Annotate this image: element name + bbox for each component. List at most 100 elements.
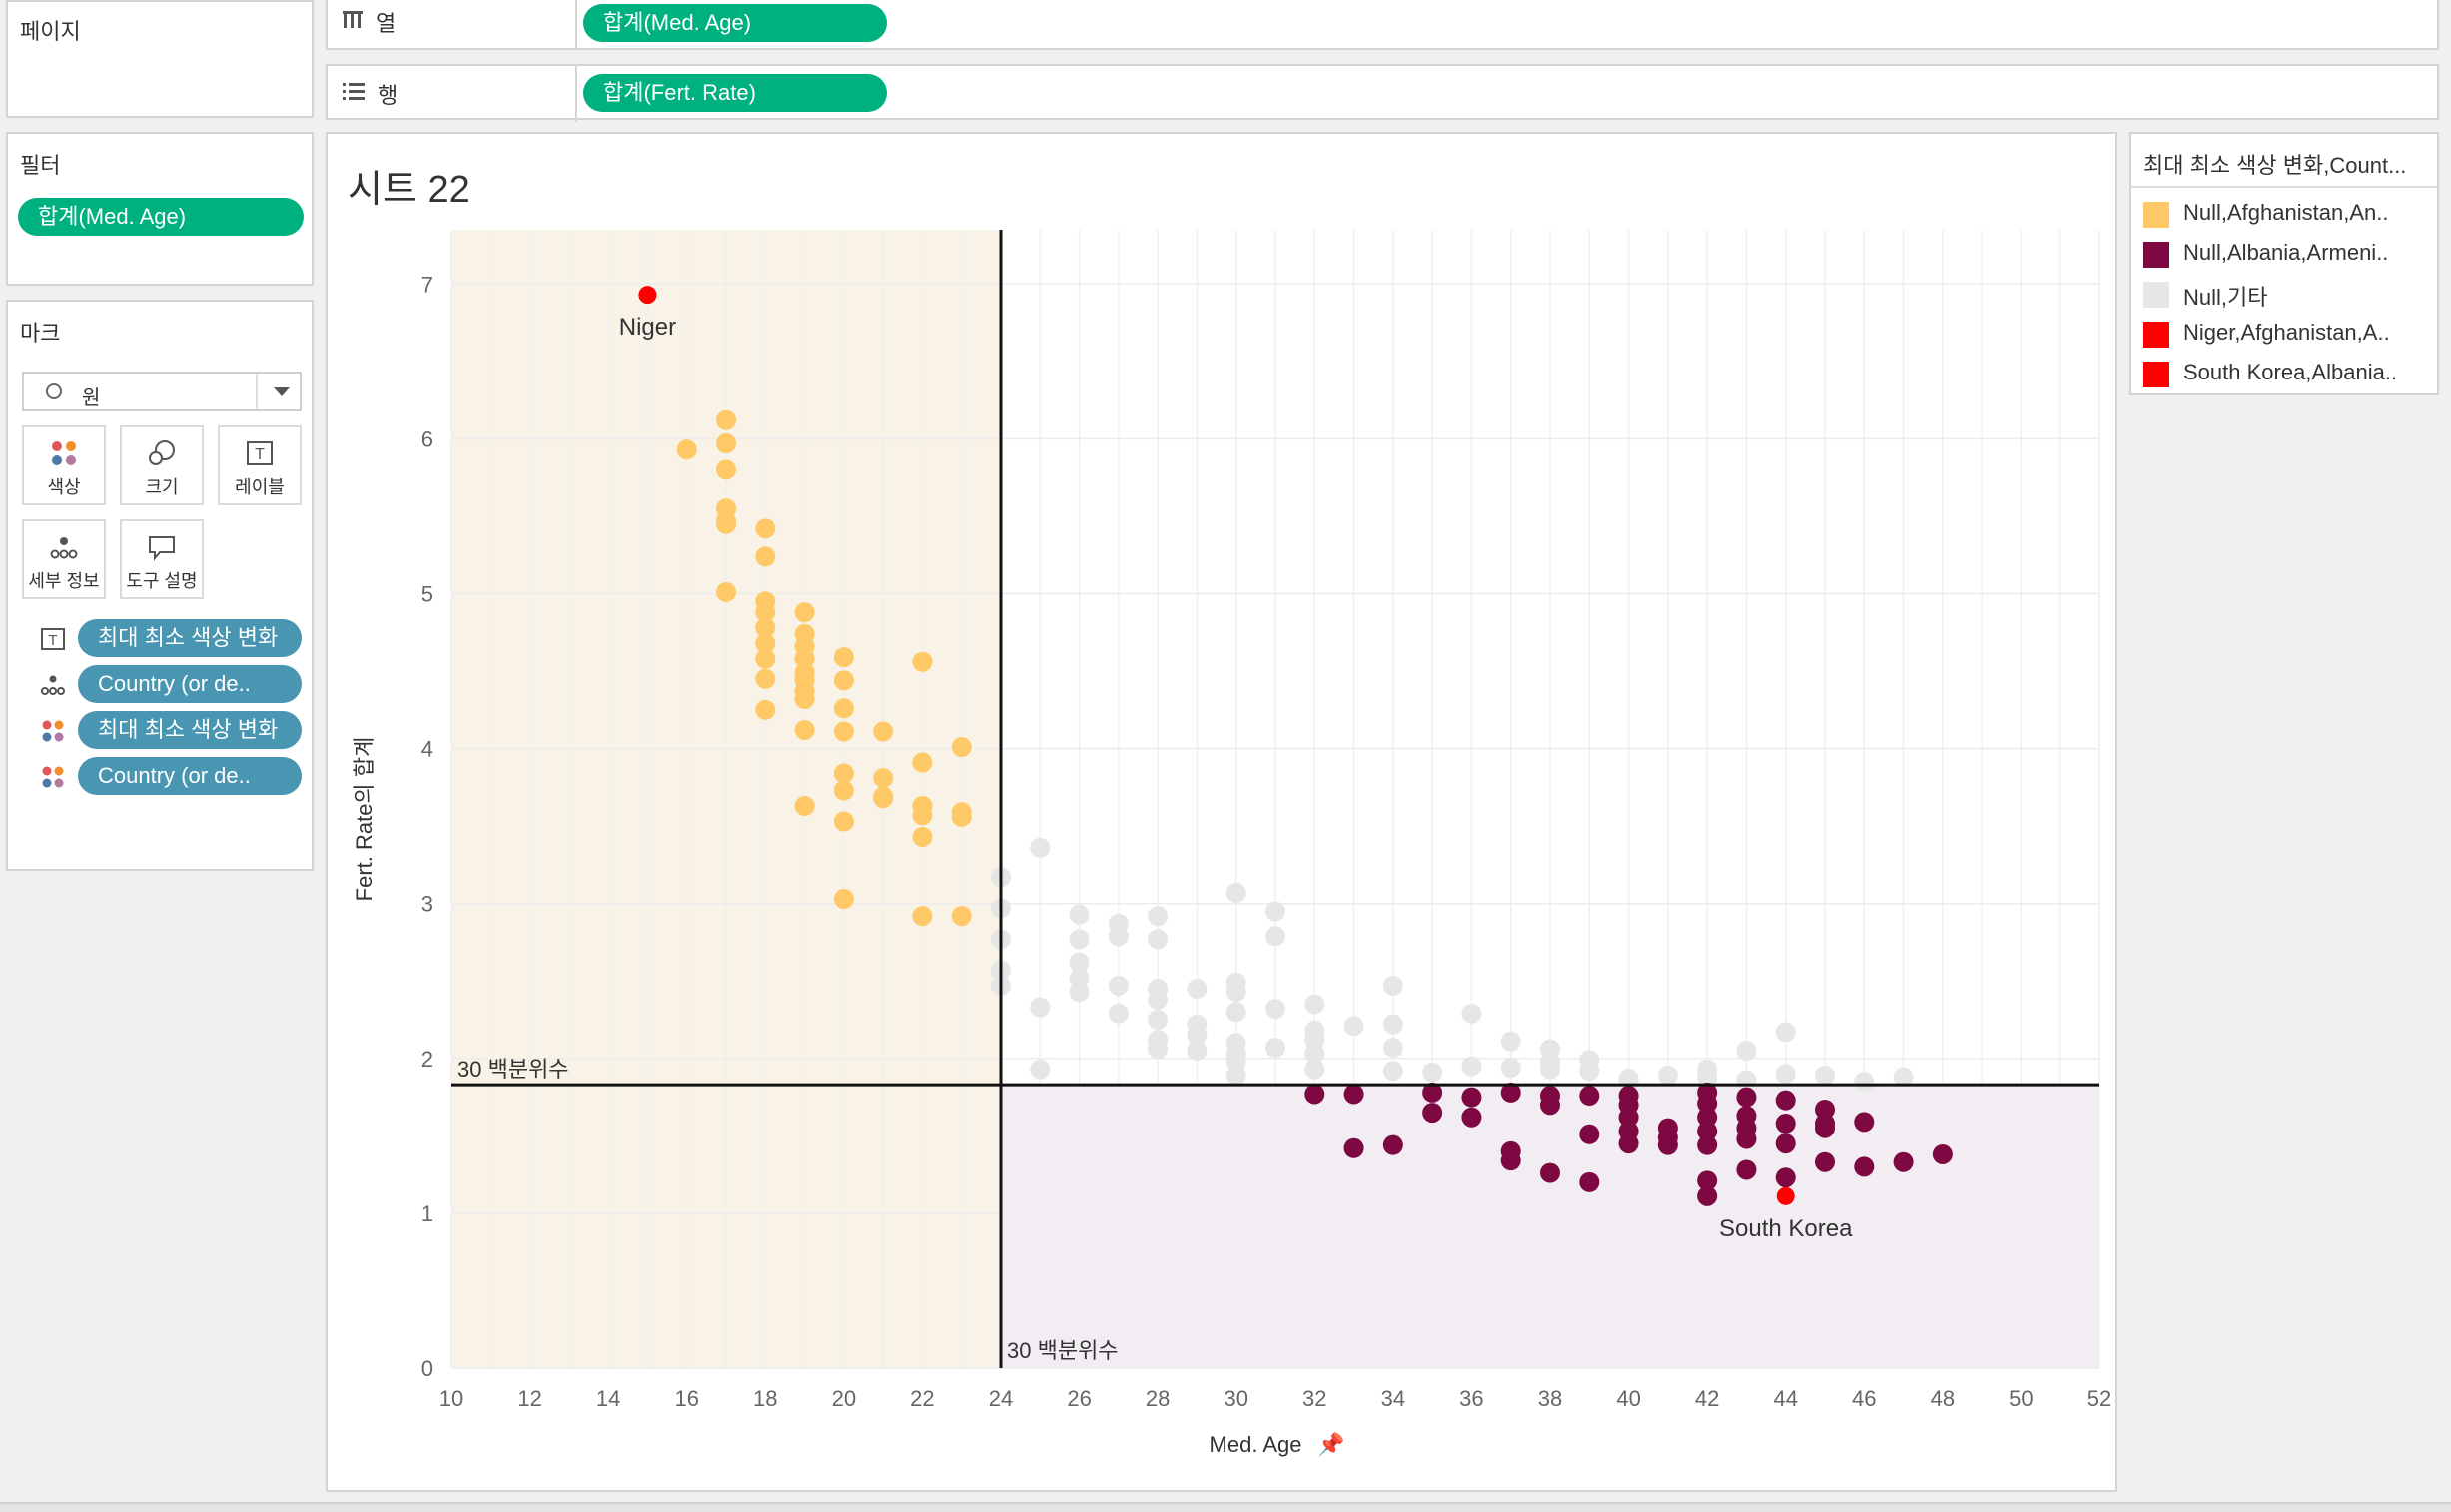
columns-pill[interactable]: 합계(Med. Age) (583, 4, 887, 42)
data-point (1382, 1061, 1403, 1082)
x-tick-label: 26 (1067, 1386, 1091, 1411)
data-point (1343, 1137, 1364, 1158)
data-point (716, 513, 736, 534)
detail-button[interactable]: 세부 정보 (22, 519, 106, 599)
color-button[interactable]: 색상 (22, 425, 106, 505)
x-tick-label: 28 (1146, 1386, 1170, 1411)
x-tick-label: 40 (1616, 1386, 1640, 1411)
columns-shelf[interactable]: 열 합계(Med. Age) (326, 0, 2439, 50)
mark-field-row[interactable]: 최대 최소 색상 변화 (30, 711, 310, 751)
data-point (1069, 929, 1090, 950)
data-point (1815, 1099, 1835, 1120)
pages-panel[interactable]: 페이지 (6, 0, 314, 118)
data-point (1187, 1041, 1208, 1062)
data-point (1618, 1134, 1639, 1154)
data-point (912, 651, 933, 672)
size-button[interactable]: 크기 (120, 425, 204, 505)
data-point (1815, 1151, 1835, 1172)
data-point (716, 459, 736, 480)
x-tick-label: 10 (439, 1386, 463, 1411)
mark-field-row[interactable]: Country (or de.. (30, 665, 310, 705)
filter-pill[interactable]: 합계(Med. Age) (18, 198, 304, 236)
data-point (1893, 1151, 1914, 1172)
data-point (1697, 1107, 1718, 1128)
data-point (1382, 1037, 1403, 1058)
legend-item[interactable]: Null,Afghanistan,An.. (2143, 196, 2433, 232)
data-point (1697, 1134, 1718, 1155)
data-point (1343, 1016, 1364, 1037)
mark-field-row[interactable]: T 최대 최소 색상 변화 (30, 619, 310, 659)
size-icon (122, 439, 202, 467)
mark-type-dropdown[interactable]: 원 (22, 372, 302, 411)
legend-item[interactable]: South Korea,Albania.. (2143, 356, 2433, 391)
data-point (755, 617, 776, 638)
data-point (1265, 901, 1285, 922)
data-point (1382, 975, 1403, 996)
x-tick-label: 34 (1381, 1386, 1405, 1411)
mark-field-pill[interactable]: Country (or de.. (78, 665, 302, 703)
data-point (1775, 1167, 1796, 1188)
legend-item[interactable]: Null,기타 (2143, 276, 2433, 312)
y-tick-label: 4 (421, 737, 433, 762)
data-point (755, 546, 776, 567)
data-point (1226, 1002, 1246, 1023)
data-point (1540, 1162, 1560, 1183)
rows-shelf[interactable]: 행 합계(Fert. Rate) (326, 64, 2439, 122)
data-point (1187, 1025, 1208, 1046)
data-point (833, 721, 854, 742)
data-point (1815, 1118, 1835, 1138)
sheet-title: 시트 22 (348, 169, 470, 211)
x-tick-label: 18 (753, 1386, 777, 1411)
mark-type-label: 원 (82, 387, 101, 409)
y-axis-title: Fert. Rate의 합계 (352, 737, 377, 902)
data-point (1148, 929, 1169, 950)
marks-title: 마크 (20, 321, 61, 346)
y-tick-label: 0 (421, 1356, 433, 1381)
data-point (1304, 1030, 1325, 1051)
data-point (912, 827, 933, 847)
data-point (716, 581, 736, 602)
mark-field-pill[interactable]: Country (or de.. (78, 757, 302, 795)
color-icon (40, 765, 66, 789)
mark-field-row[interactable]: Country (or de.. (30, 757, 310, 797)
legend-panel[interactable]: 최대 최소 색상 변화,Count... Null,Afghanistan,An… (2129, 132, 2439, 395)
data-point (794, 795, 815, 816)
data-point (1776, 1186, 1795, 1205)
point-label: Niger (619, 314, 676, 341)
data-point (1657, 1134, 1678, 1155)
data-point (1422, 1082, 1443, 1103)
legend-swatch (2143, 282, 2169, 308)
data-point (1775, 1090, 1796, 1111)
mark-field-pill[interactable]: 최대 최소 색상 변화 (78, 711, 302, 749)
rows-shelf-label: 행 (342, 78, 398, 110)
data-point (1736, 1129, 1757, 1149)
label-button[interactable]: T 레이블 (218, 425, 302, 505)
legend-item[interactable]: Null,Albania,Armeni.. (2143, 236, 2433, 272)
x-tick-label: 46 (1852, 1386, 1876, 1411)
data-point (1226, 1051, 1246, 1072)
scatter-chart[interactable]: 10 12 14 16 18 20 22 24 26 28 30 32 34 36 38 40 42 44 46 48… (328, 134, 2115, 1490)
data-point (1304, 1044, 1325, 1065)
x-tick-label: 20 (832, 1386, 856, 1411)
x-tick-label: 38 (1538, 1386, 1562, 1411)
data-point (1461, 1056, 1482, 1077)
x-axis-title: Med. Age (1210, 1432, 1302, 1457)
data-point (1304, 1084, 1325, 1105)
mark-field-pill[interactable]: 최대 최소 색상 변화 (78, 619, 302, 657)
sheet-tabs-bar[interactable] (0, 1502, 2451, 1512)
tooltip-icon (122, 533, 202, 561)
tooltip-button[interactable]: 도구 설명 (120, 519, 204, 599)
data-point (833, 698, 854, 719)
filters-panel[interactable]: 필터 합계(Med. Age) (6, 132, 314, 286)
data-point (794, 688, 815, 709)
text-icon: T (40, 627, 66, 651)
rows-pill[interactable]: 합계(Fert. Rate) (583, 74, 887, 112)
data-point (676, 439, 697, 460)
legend-item[interactable]: Niger,Afghanistan,A.. (2143, 316, 2433, 352)
marks-panel[interactable]: 마크 원 색상 크기 T 레이블 세부 정보 도구 설명 T (6, 300, 314, 871)
data-point (1069, 904, 1090, 925)
data-point (755, 602, 776, 623)
data-point (833, 647, 854, 668)
color-icon (40, 719, 66, 743)
legend-swatch (2143, 202, 2169, 228)
